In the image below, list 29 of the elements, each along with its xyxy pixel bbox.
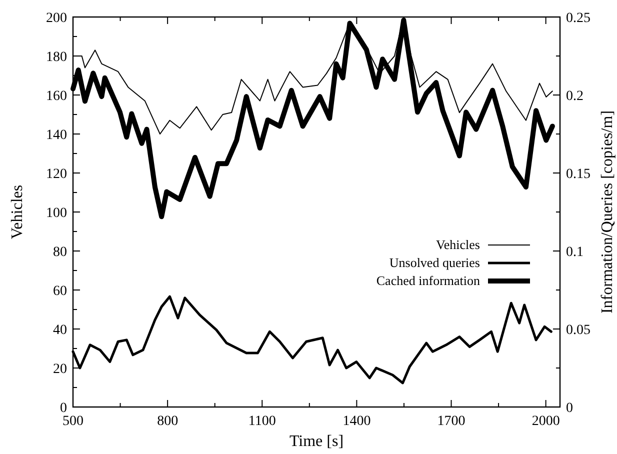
y-tick-label: 160 <box>46 89 67 104</box>
y2-tick-label: 0.1 <box>566 245 584 260</box>
legend-label: Unsolved queries <box>389 255 480 270</box>
y-tick-label: 60 <box>53 284 67 299</box>
x-tick-label: 1700 <box>437 414 466 429</box>
y2-tick-label: 0 <box>566 401 573 416</box>
y-tick-label: 180 <box>46 50 67 65</box>
y2-axis-title: Information/Queries [copies/m] <box>599 110 616 314</box>
y-axis-title: Vehicles <box>9 184 26 240</box>
y-tick-label: 200 <box>46 11 67 26</box>
y2-tick-label: 0.2 <box>566 89 584 104</box>
x-tick-label: 1400 <box>342 414 371 429</box>
y2-tick-label: 0.15 <box>566 167 590 182</box>
y-tick-label: 140 <box>46 128 67 143</box>
y-tick-label: 80 <box>53 245 67 260</box>
y2-tick-label: 0.05 <box>566 323 590 338</box>
x-tick-label: 500 <box>62 414 84 429</box>
x-tick-label: 2000 <box>532 414 560 429</box>
y-tick-label: 40 <box>53 323 67 338</box>
x-tick-label: 1100 <box>248 414 276 429</box>
y-tick-label: 20 <box>53 362 67 377</box>
legend-label: Vehicles <box>436 237 480 252</box>
legend-label: Cached information <box>376 273 480 288</box>
y-tick-label: 100 <box>46 206 67 221</box>
x-tick-label: 800 <box>157 414 178 429</box>
y-tick-label: 120 <box>46 167 67 182</box>
y-tick-label: 0 <box>60 401 67 416</box>
x-axis-title: Time [s] <box>289 433 344 450</box>
y2-tick-label: 0.25 <box>566 11 590 26</box>
